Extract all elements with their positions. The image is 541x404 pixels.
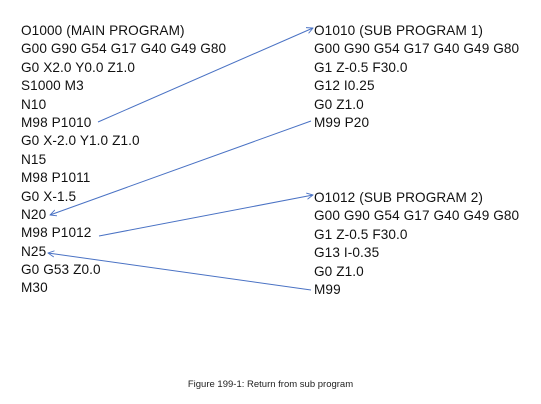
main-line-8: M98 P1011 <box>21 170 91 186</box>
sub-program-2-listing: O1012 (SUB PROGRAM 2) G00 G90 G54 G17 G4… <box>314 189 519 299</box>
sub2-line-3: G13 I-0.35 <box>314 245 380 261</box>
sub1-line-1: G00 G90 G54 G17 G40 G49 G80 <box>314 41 520 57</box>
sub2-line-0: O1012 (SUB PROGRAM 2) <box>314 190 484 205</box>
arrow-return-n20 <box>50 120 312 215</box>
sub1-line-5: M99 P20 <box>314 114 370 130</box>
main-line-9: G0 X-1.5 <box>21 188 77 204</box>
arrow-return-n25 <box>48 253 312 291</box>
sub2-line-1: G00 G90 G54 G17 G40 G49 G80 <box>314 208 520 224</box>
main-line-0: O1000 (MAIN PROGRAM) <box>21 23 185 38</box>
figure-caption: Figure 199-1: Return from sub program <box>187 379 354 390</box>
sub1-line-3: G12 I0.25 <box>314 78 375 94</box>
main-line-14: M30 <box>21 280 48 296</box>
main-line-12: N25 <box>21 243 47 259</box>
main-line-4: N10 <box>21 96 47 112</box>
sub1-line-2: G1 Z-0.5 F30.0 <box>314 59 408 75</box>
sub2-line-4: G0 Z1.0 <box>314 263 364 279</box>
sub1-line-0: O1010 (SUB PROGRAM 1) <box>314 23 484 38</box>
main-line-5: M98 P1010 <box>21 114 92 130</box>
main-line-13: G0 G53 Z0.0 <box>21 262 101 278</box>
arrow-call-sub1 <box>97 28 313 123</box>
main-line-11: M98 P1012 <box>21 225 92 241</box>
main-line-7: N15 <box>21 151 47 167</box>
sub2-line-5: M99 <box>314 281 341 297</box>
sub1-line-4: G0 Z1.0 <box>314 96 364 112</box>
main-program-listing: O1000 (MAIN PROGRAM) G00 G90 G54 G17 G40… <box>21 22 226 298</box>
main-line-3: S1000 M3 <box>21 78 84 94</box>
main-line-2: G0 X2.0 Y0.0 Z1.0 <box>21 59 136 75</box>
main-line-1: G00 G90 G54 G17 G40 G49 G80 <box>21 41 227 57</box>
main-line-10: N20 <box>21 206 47 222</box>
arrow-call-sub2 <box>98 195 313 237</box>
main-line-6: G0 X-2.0 Y1.0 Z1.0 <box>21 133 140 149</box>
sub2-line-2: G1 Z-0.5 F30.0 <box>314 226 408 242</box>
sub-program-1-listing: O1010 (SUB PROGRAM 1) G00 G90 G54 G17 G4… <box>314 22 519 132</box>
